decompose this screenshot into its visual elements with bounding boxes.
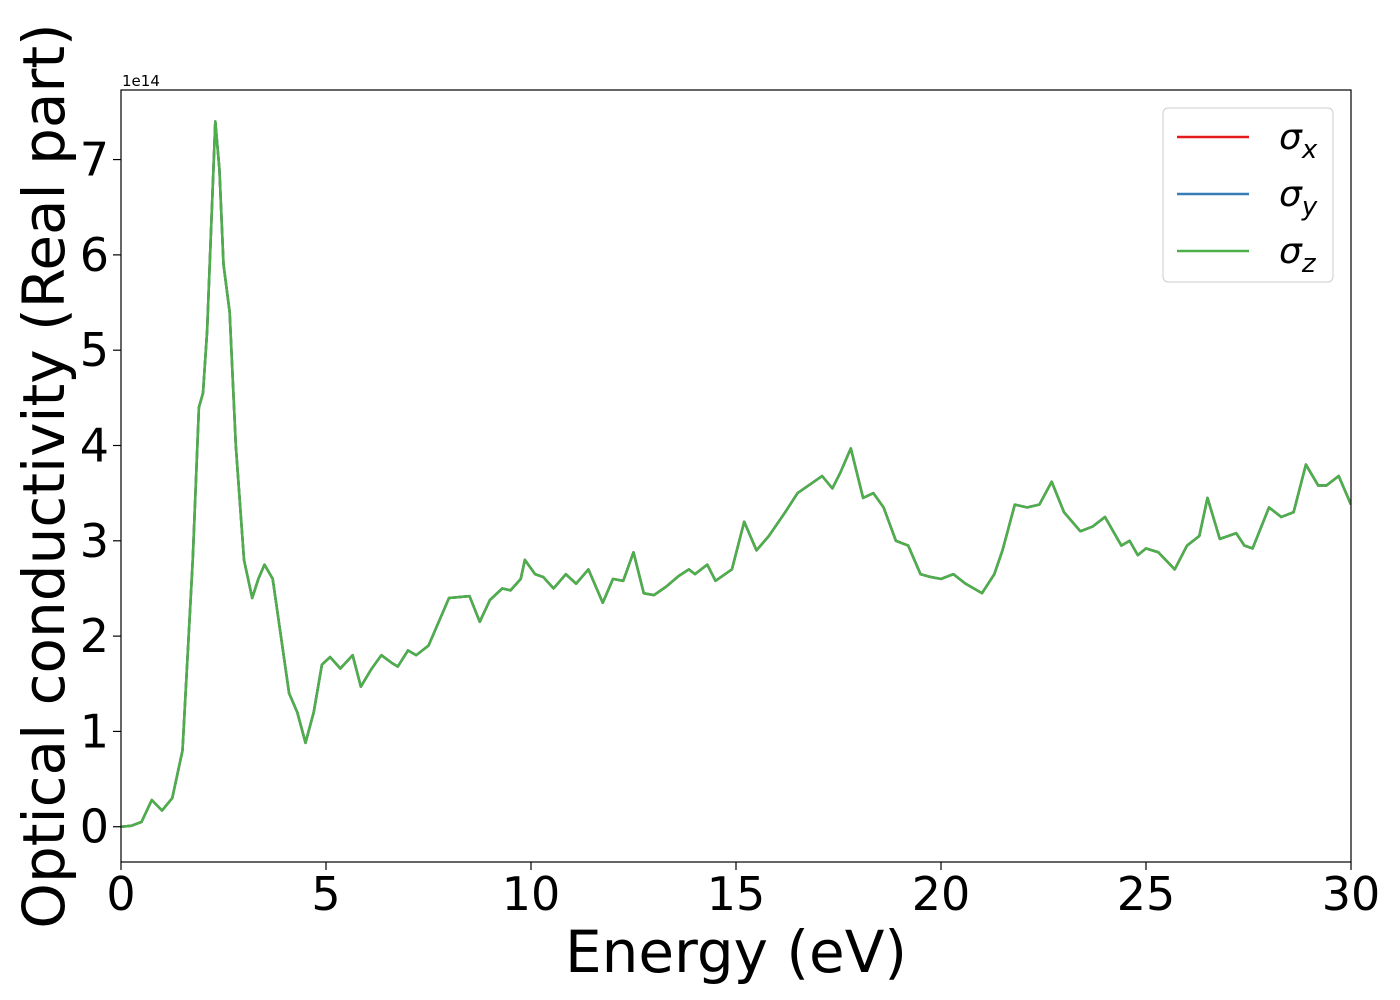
x-tick-label: 30 xyxy=(1322,867,1381,921)
x-tick-label: 10 xyxy=(502,867,561,921)
x-tick-label: 25 xyxy=(1117,867,1176,921)
line-series xyxy=(121,120,1351,828)
y-tick-label: 2 xyxy=(80,609,109,663)
legend-label: σy xyxy=(1279,174,1318,222)
x-axis-label: Energy (eV) xyxy=(565,918,907,986)
y-tick-label: 0 xyxy=(80,800,109,854)
legend-label: σz xyxy=(1279,231,1317,279)
legend-label: σx xyxy=(1279,117,1318,165)
y-tick-label: 3 xyxy=(80,514,109,568)
plot-frame xyxy=(120,89,1352,863)
x-tick-label: 20 xyxy=(912,867,971,921)
y-tick-label: 6 xyxy=(80,228,109,282)
y-tick-label: 1 xyxy=(80,704,109,758)
y-tick-label: 7 xyxy=(80,133,109,187)
y-offset-label: 1e14 xyxy=(122,72,160,90)
x-tick-label: 15 xyxy=(707,867,766,921)
y-tick-label: 5 xyxy=(80,323,109,377)
y-axis-label: Optical conductivity (Real part) xyxy=(10,23,78,928)
y-tick-label: 4 xyxy=(80,419,109,473)
x-tick-label: 5 xyxy=(311,867,340,921)
x-tick-label: 0 xyxy=(106,867,135,921)
